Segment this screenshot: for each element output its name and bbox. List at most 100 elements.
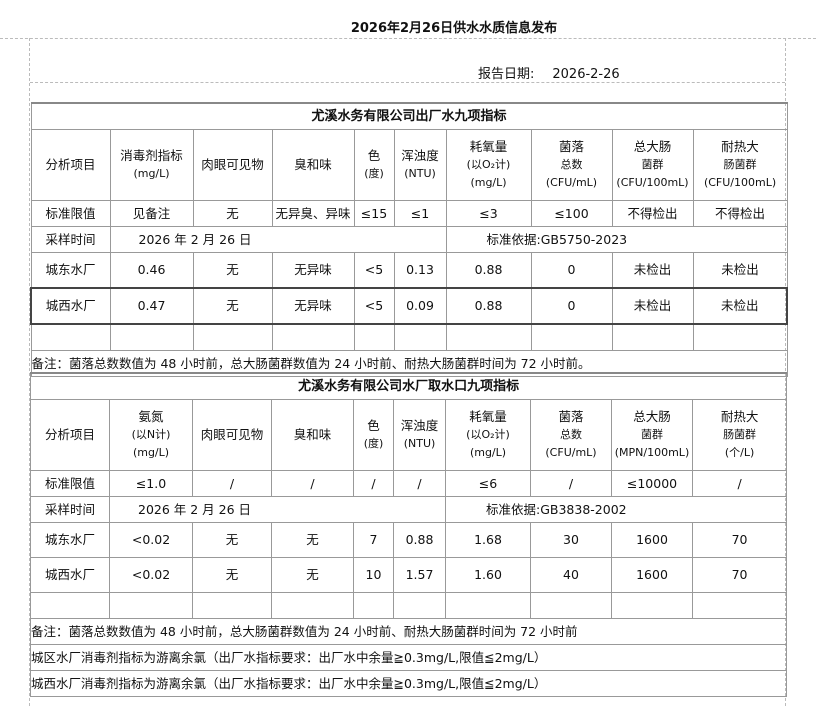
limit-cell: / xyxy=(691,470,788,497)
data-cell: 7 xyxy=(353,522,394,558)
header-line: (以N计) xyxy=(131,428,171,441)
empty-cell xyxy=(691,592,788,619)
data-cell: 1.57 xyxy=(393,557,446,593)
empty-cell xyxy=(109,592,193,619)
data-cell: <0.02 xyxy=(109,557,193,593)
data-cell: 0.09 xyxy=(393,287,447,325)
divider xyxy=(30,82,785,83)
column-header: 分析项目 xyxy=(30,399,110,471)
header-line: (CFU/mL) xyxy=(545,176,598,189)
empty-cell xyxy=(530,323,613,351)
header-line: 臭和味 xyxy=(293,427,332,442)
empty-cell xyxy=(393,592,446,619)
data-cell: 未检出 xyxy=(611,252,694,289)
header-line: 分析项目 xyxy=(44,427,95,442)
header-line: 肉眼可见物 xyxy=(200,427,264,442)
sampling-label: 采样时间 xyxy=(30,496,110,523)
data-cell: 未检出 xyxy=(692,287,788,325)
data-cell: 0 xyxy=(530,252,613,289)
report-date: 报告日期: 2026-2-26 xyxy=(478,63,638,82)
empty-cell xyxy=(611,592,693,619)
header-line: 浑浊度 xyxy=(400,418,439,433)
limit-cell: 不得检出 xyxy=(692,200,788,227)
header-line: (mg/L) xyxy=(469,446,507,459)
header-line: 肠菌群 xyxy=(723,158,757,171)
data-cell: 0.88 xyxy=(393,522,446,558)
column-header: 菌落 总数 (CFU/mL) xyxy=(530,129,613,201)
limit-cell: ≤15 xyxy=(353,200,395,227)
note: 城西水厂消毒剂指标为游离余氯（出厂水指标要求：出厂水中余量≧0.3mg/L,限值… xyxy=(29,670,788,697)
header-line: (NTU) xyxy=(404,167,436,180)
empty-cell xyxy=(393,323,447,351)
header-line: (NTU) xyxy=(403,437,436,450)
data-cell: 30 xyxy=(530,522,612,558)
limit-cell: / xyxy=(393,470,446,497)
empty-cell xyxy=(30,592,110,619)
header-line: 菌落 xyxy=(558,409,584,424)
header-line: (以O₂计) xyxy=(466,428,510,441)
header-line: 色 xyxy=(367,148,381,163)
limit-cell: ≤10000 xyxy=(611,470,693,497)
column-header: 分析项目 xyxy=(30,129,111,201)
data-cell: 10 xyxy=(353,557,394,593)
empty-cell xyxy=(530,592,612,619)
sampling-date: 2026 年 2 月 26 日 xyxy=(109,226,447,253)
header-line: (度) xyxy=(364,167,384,180)
data-cell: 无 xyxy=(271,522,354,558)
header-line: (个/L) xyxy=(724,446,755,459)
empty-cell xyxy=(271,323,355,351)
data-cell: 城西水厂 xyxy=(30,557,110,593)
column-header: 总大肠 菌群 (MPN/100mL) xyxy=(611,399,693,471)
column-header: 氨氮 (以N计) (mg/L) xyxy=(109,399,193,471)
data-cell: 无异味 xyxy=(271,287,355,325)
data-cell: 无 xyxy=(192,522,272,558)
sampling-row: 采样时间 2026 年 2 月 26 日标准依据:GB3838-2002 xyxy=(30,496,788,523)
data-cell: 0.88 xyxy=(445,287,532,325)
limit-cell: 标准限值 xyxy=(30,200,111,227)
empty-cell xyxy=(353,592,394,619)
header-line: 菌落 xyxy=(558,139,584,154)
limit-cell: / xyxy=(192,470,272,497)
column-header: 菌落 总数 (CFU/mL) xyxy=(530,399,612,471)
empty-cell xyxy=(445,592,531,619)
limit-cell: / xyxy=(271,470,354,497)
header-line: 耗氧量 xyxy=(469,139,508,154)
data-cell: 70 xyxy=(691,522,788,558)
header-line: 浑浊度 xyxy=(401,148,439,163)
note: 城区水厂消毒剂指标为游离余氯（出厂水指标要求：出厂水中余量≧0.3mg/L,限值… xyxy=(29,644,788,671)
header-line: 消毒剂指标 xyxy=(120,148,183,163)
table-row: 城西水厂 <0.02 无无 10 1.57 1.60 40 1600 70 xyxy=(30,557,788,593)
header-line: (CFU/100mL) xyxy=(616,176,689,189)
note: 备注：菌落总数数值为 48 小时前，总大肠菌群数值为 24 小时前、耐热大肠菌群… xyxy=(29,618,788,645)
empty-cell xyxy=(271,592,354,619)
empty-cell xyxy=(353,323,395,351)
column-header: 臭和味 xyxy=(271,129,355,201)
table-row: 城东水厂 <0.02 无无 7 0.88 1.68 30 1600 70 xyxy=(30,522,788,558)
data-cell: 无 xyxy=(192,287,273,325)
header-line: 臭和味 xyxy=(294,157,332,172)
header-line: (mg/L) xyxy=(132,446,170,459)
column-header: 耐热大 肠菌群 (个/L) xyxy=(691,399,788,471)
data-cell: 城西水厂 xyxy=(30,287,111,325)
limit-cell: ≤1.0 xyxy=(109,470,193,497)
page-title: 2026年2月26日供水水质信息发布 xyxy=(350,21,558,36)
header-line: 总大肠 xyxy=(633,139,672,154)
header-line: (度) xyxy=(363,437,384,450)
column-header: 色 (度) xyxy=(353,129,395,201)
column-header: 消毒剂指标 (mg/L) xyxy=(109,129,194,201)
column-header: 肉眼可见物 xyxy=(192,129,273,201)
table-title: 尤溪水务有限公司水厂取水口九项指标 xyxy=(29,372,788,400)
limit-cell: 不得检出 xyxy=(611,200,694,227)
sampling-row: 采样时间 2026 年 2 月 26 日标准依据:GB5750-2023 xyxy=(30,226,788,253)
empty-cell xyxy=(692,323,788,351)
empty-cell xyxy=(192,323,273,351)
header-line: 菌群 xyxy=(641,428,663,441)
data-cell: 0.13 xyxy=(393,252,447,289)
header-line: 耗氧量 xyxy=(469,409,507,424)
header-line: (以O₂计) xyxy=(466,158,511,171)
header-line: 菌群 xyxy=(641,158,664,171)
standard-basis: 标准依据:GB3838-2002 xyxy=(444,496,788,523)
data-cell: 未检出 xyxy=(611,287,694,325)
header-line: (CFU/mL) xyxy=(545,446,597,459)
data-cell: 40 xyxy=(530,557,612,593)
